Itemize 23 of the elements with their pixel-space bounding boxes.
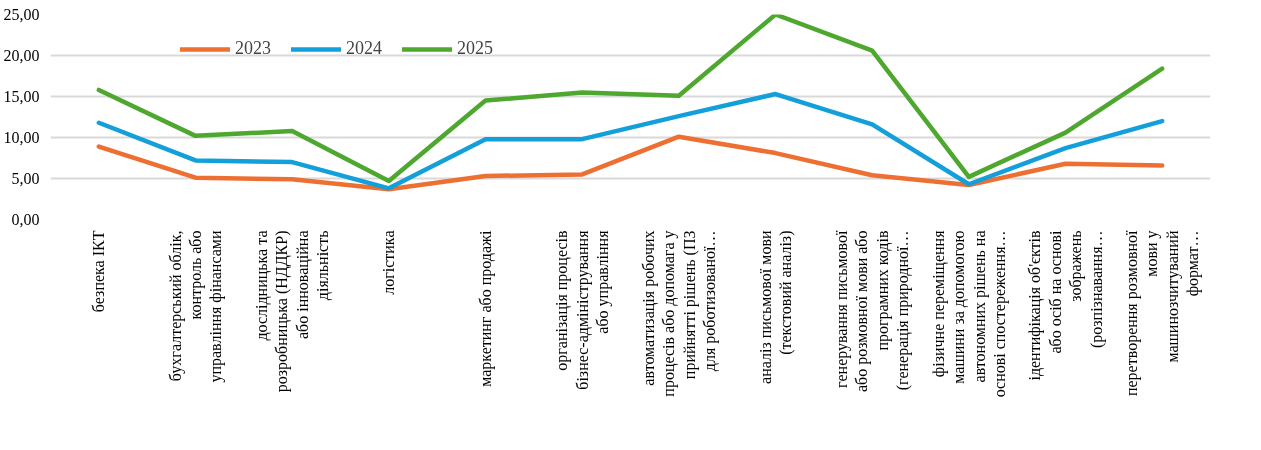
y-tick-label: 0,00 — [11, 211, 40, 228]
line-series — [96, 134, 1165, 192]
x-tick-label: маркетинг або продажі — [477, 229, 495, 387]
x-tick-label: безпека ІКТ — [90, 230, 108, 313]
y-tick-label: 10,00 — [3, 129, 40, 146]
x-tick-label: бухгалтерський облік, контроль або управління фінансами — [166, 230, 226, 383]
legend-label: 2025 — [457, 38, 493, 59]
x-tick-label: фізичне переміщення машини за допомогою автономних рішень на основі спостереження… — [929, 229, 1009, 398]
y-tick-label: 25,00 — [3, 6, 40, 23]
y-tick-label: 20,00 — [3, 47, 40, 64]
y-tick-label: 5,00 — [11, 170, 40, 187]
line-series — [96, 14, 1165, 184]
x-tick-label: автоматизація робочих процесів або допомага у прийнятті рішень (ПЗ для роботизованої… — [639, 230, 719, 397]
legend-label: 2024 — [346, 38, 382, 59]
line-series — [96, 91, 1165, 191]
x-tick-label: ідентифікація об'єктів або осіб на основі зображень (розпізнавання… — [1026, 229, 1106, 381]
x-tick-label: аналіз письмової мови (текстовий аналіз) — [756, 230, 796, 384]
x-tick-label: логістика — [380, 230, 398, 295]
legend-label: 2023 — [235, 38, 271, 59]
x-tick-label: організація процесів бізнес-адміністрування або управління — [553, 229, 613, 390]
x-tick-label: генерування письмової або розмовної мови або програмних кодів (генерація природної… — [833, 229, 913, 393]
x-tick-label: перетворення розмовної мови у машинозчитуваний формат… — [1123, 229, 1203, 397]
y-tick-label: 15,00 — [3, 88, 40, 105]
